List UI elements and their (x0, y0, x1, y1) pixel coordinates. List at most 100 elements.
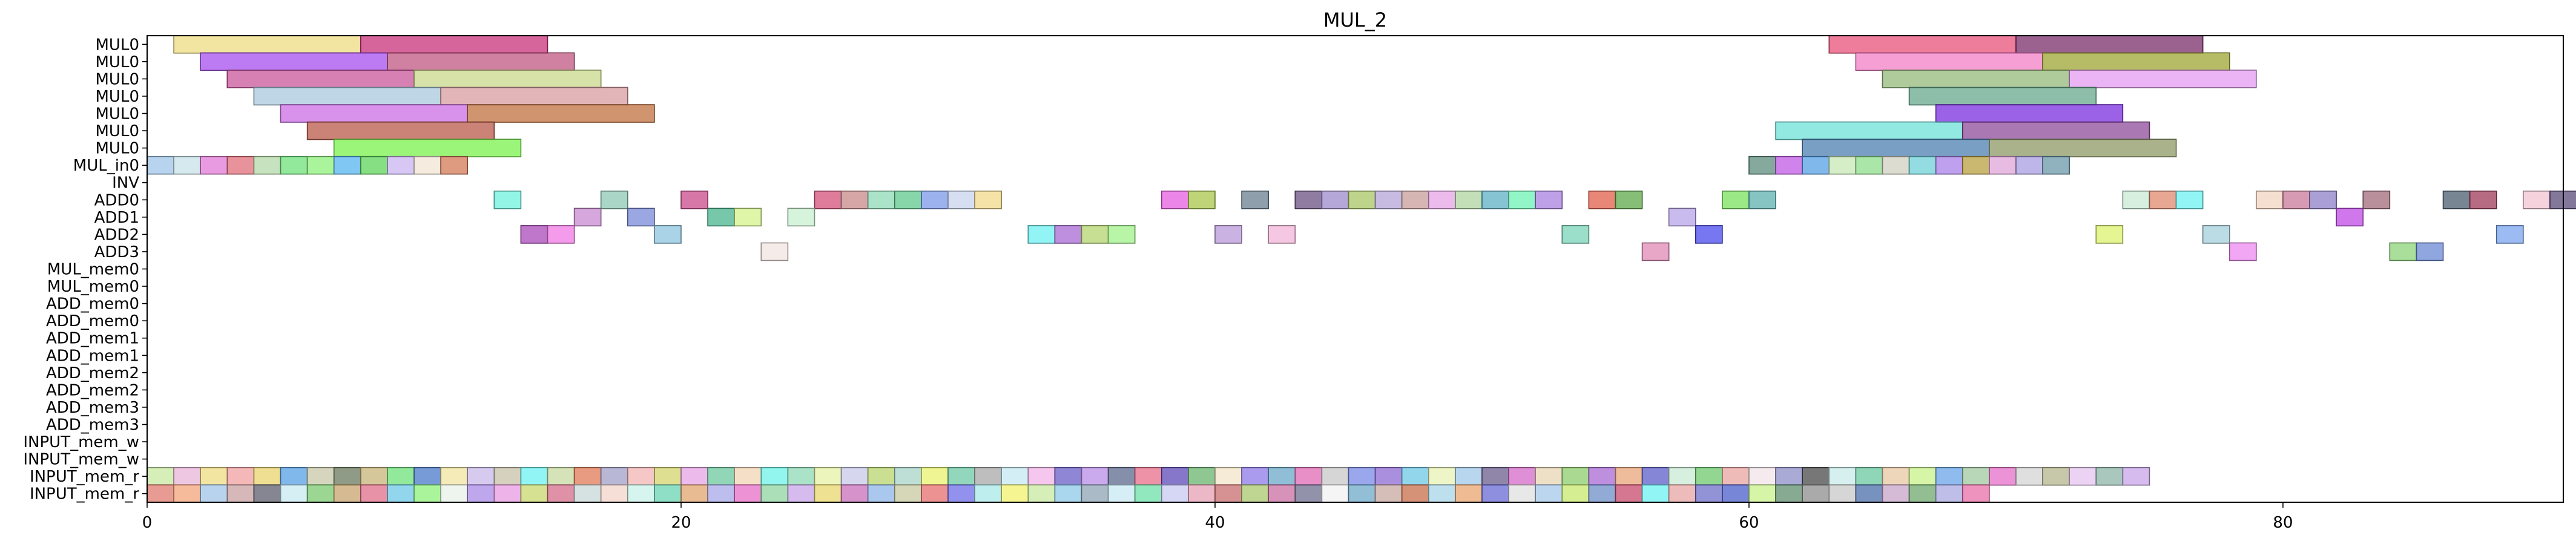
gantt-bar (1321, 467, 1349, 486)
gantt-bar (1054, 467, 1082, 486)
y-tick-label: MUL0 (96, 88, 140, 106)
gantt-bar (734, 484, 762, 503)
gantt-bar (573, 467, 602, 486)
gantt-bar (173, 484, 201, 503)
y-axis: MUL0MUL0MUL0MUL0MUL0MUL0MUL0MUL_in0INVAD… (23, 36, 147, 503)
gantt-bar (2389, 242, 2417, 261)
gantt-bar (1401, 484, 1429, 503)
gantt-bar (2495, 225, 2524, 244)
gantt-bar (1081, 484, 1109, 503)
gantt-bar (1802, 484, 1830, 503)
y-tick-label: ADD_mem2 (46, 381, 139, 399)
gantt-bar (840, 467, 869, 486)
gantt-bar (413, 484, 441, 503)
gantt-bar (1107, 484, 1136, 503)
gantt-bar (1748, 156, 1776, 175)
gantt-bar (520, 225, 548, 244)
gantt-bar (1722, 190, 1750, 209)
gantt-bar (547, 467, 575, 486)
gantt-bar (1054, 225, 1082, 244)
gantt-bar (1027, 467, 1056, 486)
y-tick-label: MUL0 (96, 36, 140, 54)
gantt-bar (1828, 484, 1857, 503)
gantt-bar (1908, 87, 2097, 106)
gantt-bar (1294, 467, 1323, 486)
gantt-bar (440, 87, 628, 106)
gantt-bar (226, 484, 255, 503)
gantt-bar (1348, 467, 1376, 486)
x-tick-label: 0 (142, 514, 153, 532)
gantt-bar (1027, 484, 1056, 503)
gantt-bar (600, 484, 628, 503)
gantt-bar (734, 467, 762, 486)
gantt-bar (1935, 104, 2124, 123)
gantt-bar (1268, 467, 1296, 486)
gantt-bar (707, 208, 735, 227)
gantt-bar (627, 484, 655, 503)
gantt-bar (1908, 467, 1937, 486)
gantt-bar (2122, 467, 2150, 486)
gantt-bar (1455, 484, 1483, 503)
gantt-bar (360, 484, 388, 503)
gantt-bar (1962, 484, 1990, 503)
gantt-bar (1188, 484, 1216, 503)
gantt-bar (1001, 484, 1029, 503)
gantt-bar (1935, 484, 1963, 503)
gantt-bar (440, 467, 468, 486)
gantt-bar (1775, 121, 1963, 140)
y-tick-label: MUL0 (96, 140, 140, 158)
gantt-bar (947, 484, 975, 503)
gantt-bar (1161, 190, 1189, 209)
gantt-bar (226, 156, 255, 175)
gantt-bar (1989, 156, 2017, 175)
gantt-bar (1294, 190, 1323, 209)
gantt-bar (1828, 34, 2017, 54)
gantt-bar (306, 467, 335, 486)
gantt-bar (1428, 467, 1456, 486)
gantt-bar (2336, 208, 2364, 227)
gantt-bar (1588, 484, 1616, 503)
gantt-bar (1855, 156, 1883, 175)
gantt-bar (1695, 225, 1723, 244)
gantt-bar (547, 225, 575, 244)
gantt-bar (1508, 484, 1536, 503)
gantt-bar (707, 484, 735, 503)
gantt-bar (1054, 484, 1082, 503)
gantt-bar (1535, 190, 1563, 209)
gantt-bar (814, 467, 842, 486)
y-tick-label: ADD_mem0 (46, 295, 139, 313)
gantt-bar (1695, 467, 1723, 486)
gantt-bar (2149, 190, 2177, 209)
chart-title: MUL_2 (1323, 8, 1387, 31)
gantt-bar (1214, 467, 1242, 486)
gantt-bar (333, 467, 361, 486)
gantt-bar (1401, 467, 1429, 486)
x-tick-label: 20 (671, 514, 691, 532)
y-tick-label: ADD_mem0 (46, 312, 139, 330)
gantt-bar (1214, 225, 1242, 244)
gantt-bar (387, 156, 415, 175)
gantt-bar (1428, 484, 1456, 503)
gantt-bar (1722, 484, 1750, 503)
gantt-bar (2122, 190, 2150, 209)
gantt-bar (1748, 190, 1776, 209)
gantt-bar (1962, 156, 1990, 175)
gantt-bar (1882, 484, 1910, 503)
gantt-bar (147, 156, 174, 175)
gantt-bar (787, 208, 815, 227)
gantt-bar (1241, 467, 1269, 486)
gantt-bar (867, 467, 895, 486)
gantt-bar (814, 484, 842, 503)
gantt-bar (1962, 467, 1990, 486)
gantt-bar (253, 156, 282, 175)
gantt-bar (1855, 484, 1883, 503)
gantt-bar (1989, 139, 2177, 157)
gantt-bar (1294, 484, 1323, 503)
gantt-bar (200, 484, 228, 503)
gantt-bar (2069, 467, 2097, 486)
gantt-bar (1588, 467, 1616, 486)
gantt-bar (1561, 467, 1590, 486)
gantt-bar (200, 156, 228, 175)
gantt-bar (734, 208, 762, 227)
gantt-bar (493, 190, 522, 209)
